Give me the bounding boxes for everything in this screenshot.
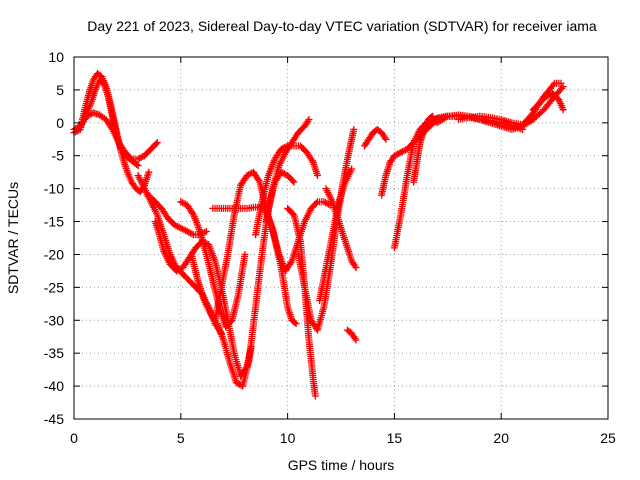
y-tick-label: 10: [48, 49, 64, 65]
y-tick-label: -5: [52, 148, 65, 164]
x-tick-label: 5: [177, 430, 185, 446]
y-axis-title: SDTVAR / TECUs: [5, 182, 21, 294]
series-arc25: [529, 89, 567, 114]
x-tick-label: 15: [387, 430, 403, 446]
data-points: [70, 70, 567, 400]
y-tick-label: -45: [44, 411, 64, 427]
series-arc12: [262, 116, 313, 225]
y-tick-label: -15: [44, 214, 64, 230]
x-tick-label: 20: [493, 430, 509, 446]
x-axis-tick-labels: 0 5 10 15 20 25: [70, 430, 616, 446]
series-arc17: [343, 326, 360, 344]
series-marks: [343, 326, 360, 344]
series-marks: [316, 165, 356, 304]
y-tick-label: -30: [44, 312, 64, 328]
y-tick-label: -25: [44, 279, 64, 295]
series-arc3: [81, 76, 142, 170]
series-arc7: [177, 198, 249, 331]
y-tick-label: -10: [44, 181, 64, 197]
series-arc18: [361, 125, 390, 150]
x-tick-label: 25: [600, 430, 616, 446]
series-marks: [410, 112, 437, 186]
axis-ticks: [73, 56, 609, 420]
y-tick-label: -40: [44, 378, 64, 394]
y-tick-label: -35: [44, 345, 64, 361]
series-marks: [529, 89, 567, 114]
x-axis-title: GPS time / hours: [288, 457, 395, 473]
series-arc21: [410, 112, 437, 186]
chart-title: Day 221 of 2023, Sidereal Day-to-day VTE…: [87, 18, 597, 34]
plot-frame: [73, 56, 609, 420]
y-axis-tick-labels: 10 5 0 -5 -10 -15 -20 -25 -30 -35 -40 -45: [44, 49, 64, 427]
y-tick-label: 5: [56, 82, 64, 98]
series-marks: [262, 116, 313, 225]
y-tick-label: 0: [56, 115, 64, 131]
x-tick-label: 0: [70, 430, 78, 446]
grid-lines: [74, 57, 608, 419]
x-tick-label: 10: [280, 430, 296, 446]
series-arc15: [316, 165, 356, 304]
series-marks: [81, 76, 142, 170]
series-marks: [361, 125, 390, 150]
series-arc16: [322, 185, 360, 272]
y-tick-label: -20: [44, 246, 64, 262]
series-marks: [177, 198, 249, 331]
series-marks: [322, 185, 360, 272]
